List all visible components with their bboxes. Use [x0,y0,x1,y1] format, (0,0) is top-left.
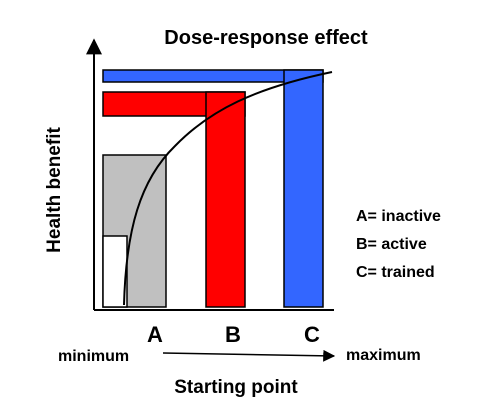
level-c-vertical-bar [283,69,324,308]
marker-a: A [147,322,163,347]
level-a-inner-step [102,235,128,308]
level-b-vertical-bar [205,91,246,308]
y-axis-label: Health benefit [44,127,65,253]
starting-point-arrow [162,349,336,362]
x-axis-label: Starting point [174,377,298,398]
legend-b: B= active [356,236,427,253]
diagram-title: Dose-response effect [164,27,368,49]
scale-max-label: maximum [346,347,421,364]
legend-a: A= inactive [356,208,441,225]
marker-b: B [225,322,241,347]
legend-c: C= trained [356,264,435,281]
scale-min-label: minimum [58,348,129,365]
dose-response-curve [123,71,333,306]
marker-c: C [304,322,320,347]
